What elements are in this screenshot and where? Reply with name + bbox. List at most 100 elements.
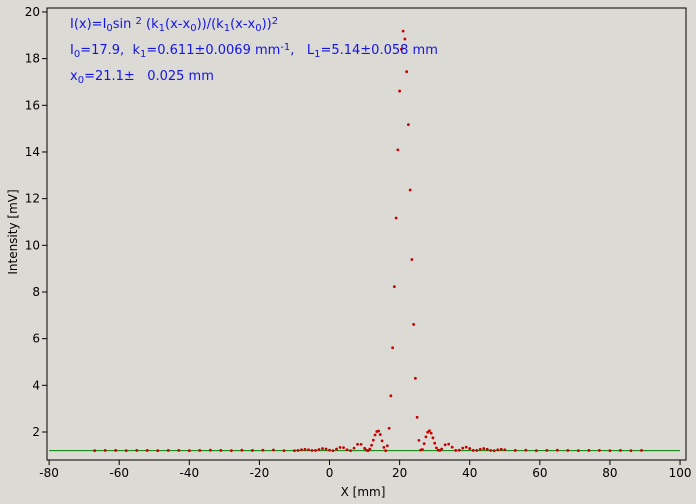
data-point <box>428 429 431 433</box>
data-point <box>272 448 275 452</box>
annotation-text: (x-x <box>230 17 255 32</box>
data-point <box>359 442 363 446</box>
data-point <box>300 448 303 452</box>
data-point <box>454 449 458 452</box>
data-point <box>457 448 461 452</box>
data-point <box>464 445 468 449</box>
data-point <box>145 449 149 452</box>
data-point <box>398 89 402 93</box>
data-point <box>496 448 500 452</box>
data-point <box>380 439 384 443</box>
y-tick-label: 6 <box>32 332 40 346</box>
data-point <box>396 148 400 152</box>
data-point <box>410 258 414 261</box>
x-tick-label: 80 <box>602 466 617 480</box>
y-tick-label: 8 <box>32 285 40 299</box>
plot-area <box>49 29 681 453</box>
annotation-text: sin <box>113 17 136 32</box>
annotation-text: , L <box>290 43 315 58</box>
data-point <box>629 449 633 453</box>
data-point <box>421 448 424 451</box>
data-point <box>431 436 435 440</box>
data-point <box>413 376 417 380</box>
data-point <box>251 449 254 452</box>
data-point <box>478 447 482 451</box>
data-point <box>317 448 321 451</box>
annotation-text: -1 <box>280 42 290 53</box>
data-point <box>392 285 396 289</box>
data-point <box>415 415 419 419</box>
data-point <box>555 448 559 452</box>
y-axis-title: Intensity [mV] <box>6 189 20 274</box>
annotation-text: I <box>70 43 74 58</box>
data-point <box>405 70 409 74</box>
y-tick-label: 12 <box>25 192 40 206</box>
annotation-text: 2 <box>272 16 278 27</box>
x-tick-label: 100 <box>669 466 692 480</box>
data-point <box>608 449 612 453</box>
data-point <box>363 446 366 450</box>
x-tick-label: -40 <box>180 466 200 480</box>
data-point <box>412 323 416 326</box>
data-point <box>406 123 410 127</box>
data-point <box>373 433 377 437</box>
data-point <box>384 449 388 453</box>
data-point <box>296 449 300 452</box>
data-point <box>489 449 493 452</box>
annotation-text: (k <box>142 17 159 32</box>
data-point <box>349 449 352 453</box>
annotation-text: )) <box>262 17 272 32</box>
data-point <box>422 442 426 446</box>
data-point <box>307 448 310 452</box>
data-point <box>401 29 405 33</box>
data-point <box>587 449 591 452</box>
data-point <box>177 449 181 452</box>
data-point <box>93 449 97 453</box>
data-point <box>534 449 538 453</box>
data-point <box>282 449 286 453</box>
data-point <box>377 429 380 433</box>
data-point <box>429 431 433 435</box>
data-point <box>366 449 370 453</box>
data-point <box>471 449 475 452</box>
data-point <box>468 447 472 450</box>
data-point <box>424 435 428 439</box>
annotation: I0=17.9, k1=0.611±0.0069 mm-1, L1=5.14±0… <box>70 42 438 60</box>
annotation-text: 2 <box>136 16 142 27</box>
annotation-text: I(x)=I <box>70 17 106 32</box>
data-point <box>408 188 412 192</box>
annotation-text: =21.1± 0.025 mm <box>84 69 214 84</box>
annotation-text: x <box>70 69 78 84</box>
data-point <box>187 449 191 453</box>
annotation-text: 0 <box>78 75 84 86</box>
data-point <box>208 448 212 452</box>
data-point <box>440 447 444 451</box>
data-point <box>335 447 338 451</box>
data-point <box>524 448 528 452</box>
data-point <box>403 37 407 41</box>
annotation: x0=21.1± 0.025 mm <box>70 69 214 86</box>
y-tick-label: 20 <box>25 5 40 19</box>
data-point <box>156 449 160 453</box>
data-point <box>261 448 265 452</box>
data-point <box>503 448 507 452</box>
data-point <box>135 449 139 452</box>
data-point <box>545 449 549 452</box>
annotation-text: =5.14±0.058 mm <box>320 43 437 58</box>
data-point <box>461 446 465 450</box>
y-tick-label: 10 <box>25 238 40 252</box>
y-tick-label: 2 <box>32 425 40 439</box>
x-tick-label: -60 <box>109 466 129 480</box>
data-point <box>114 449 118 452</box>
y-tick-label: 16 <box>25 98 40 112</box>
x-tick-label: -20 <box>250 466 270 480</box>
annotation-text: (x-x <box>165 17 190 32</box>
x-axis-title: X [mm] <box>341 485 386 499</box>
data-point <box>345 448 349 452</box>
data-point <box>485 447 489 451</box>
data-point <box>385 444 389 448</box>
x-tick-label: 0 <box>326 466 334 480</box>
data-point <box>482 447 486 450</box>
